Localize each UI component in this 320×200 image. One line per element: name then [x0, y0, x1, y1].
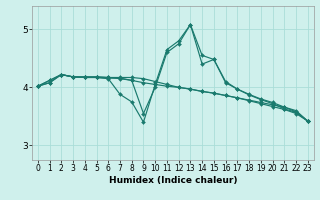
X-axis label: Humidex (Indice chaleur): Humidex (Indice chaleur) [108, 176, 237, 185]
